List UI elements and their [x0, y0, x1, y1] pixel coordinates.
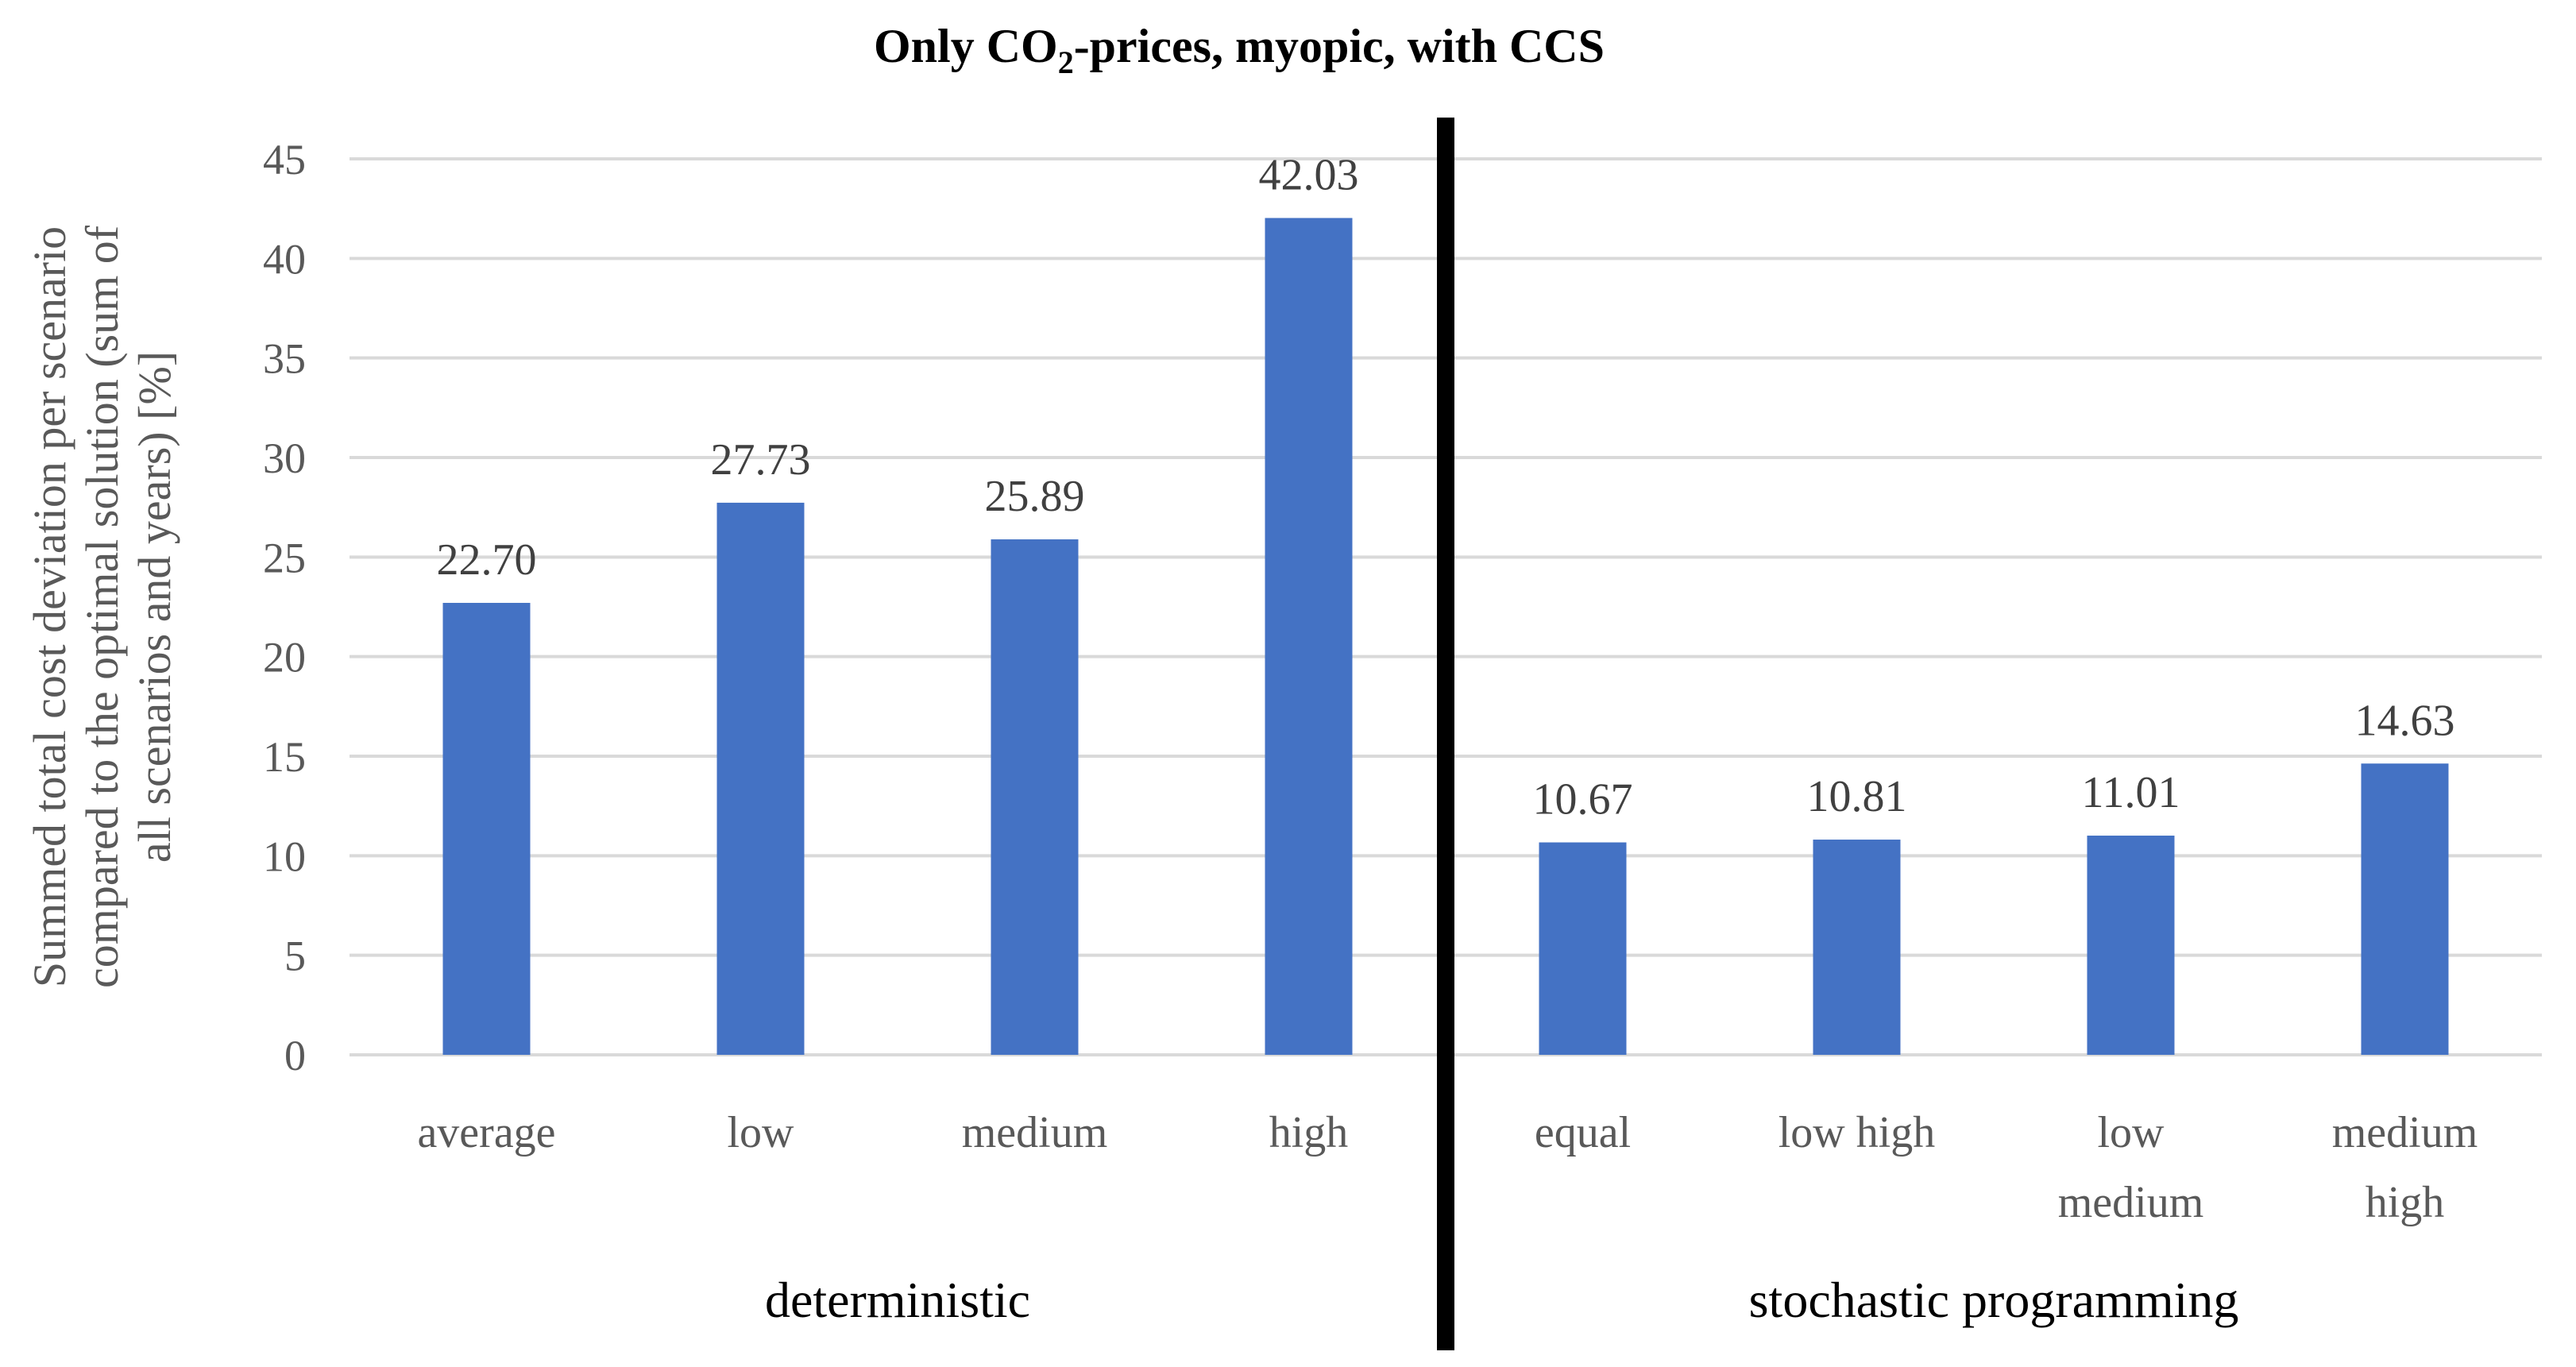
bar: [1265, 218, 1353, 1055]
data-label: 10.81: [1807, 772, 1907, 821]
category-label-line: high: [2366, 1178, 2445, 1227]
group-label: stochastic programming: [1749, 1272, 2239, 1328]
chart-title-subscript: 2: [1058, 44, 1074, 80]
bar: [2087, 836, 2175, 1055]
data-label: 27.73: [711, 435, 811, 485]
group-labels: deterministic stochastic programming: [765, 1272, 2238, 1328]
data-labels: 22.70 27.73 25.89 42.03 10.67 10.81 11.01 14.63: [437, 150, 2455, 824]
y-tick-label: 25: [263, 534, 306, 581]
data-label: 14.63: [2355, 696, 2455, 745]
category-label: high: [1269, 1108, 1349, 1157]
category-label: low high: [1778, 1108, 1936, 1157]
y-tick-label: 30: [263, 434, 306, 482]
bar: [1539, 842, 1627, 1055]
chart-title-part-2: -prices, myopic, with CCS: [1074, 20, 1605, 72]
y-tick-label: 10: [263, 832, 306, 880]
category-label-line: low high: [1778, 1108, 1936, 1157]
group-label: deterministic: [765, 1272, 1030, 1328]
y-tick-label: 40: [263, 235, 306, 283]
chart-title-part-1: Only CO: [874, 20, 1058, 72]
y-tick-label: 15: [263, 733, 306, 781]
data-label: 25.89: [985, 472, 1085, 521]
y-axis-title-line: compared to the optimal solution (sum of: [76, 225, 128, 988]
category-label-line: medium: [2058, 1178, 2204, 1227]
y-axis-label: Summed total cost deviation per scenario…: [24, 225, 180, 988]
bar: [442, 602, 531, 1055]
bar: [2361, 763, 2449, 1055]
y-tick-label: 35: [263, 335, 306, 383]
category-label-line: high: [1269, 1108, 1349, 1157]
bar: [716, 502, 805, 1055]
category-label-line: low: [2098, 1108, 2165, 1157]
bar: [991, 539, 1079, 1055]
category-label: equal: [1535, 1108, 1631, 1157]
bar: [1813, 840, 1901, 1055]
y-tick-label: 45: [263, 136, 306, 183]
y-axis-title: Summed total cost deviation per scenario…: [24, 225, 180, 988]
chart-title: Only CO2-prices, myopic, with CCS: [874, 20, 1605, 80]
category-label: medium high: [2332, 1108, 2478, 1227]
y-axis-title-line: all scenarios and years) [%]: [129, 351, 180, 863]
data-label: 22.70: [437, 535, 537, 585]
y-tick-label: 0: [284, 1032, 306, 1079]
category-label: medium: [962, 1108, 1108, 1157]
y-tick-label: 20: [263, 634, 306, 682]
category-label-line: medium: [962, 1108, 1108, 1157]
y-tick-label: 5: [284, 933, 306, 980]
data-label: 10.67: [1533, 775, 1633, 824]
category-label: average: [417, 1108, 555, 1157]
category-label-line: low: [728, 1108, 795, 1157]
y-axis-ticks: 0 5 10 15 20 25 30 35 40 45: [263, 136, 306, 1079]
category-label-line: medium: [2332, 1108, 2478, 1157]
category-label: low: [728, 1108, 795, 1157]
data-label: 42.03: [1259, 150, 1359, 199]
x-axis-categories: average low medium high equal low high low medi…: [417, 1108, 2478, 1227]
bars: [442, 218, 2449, 1055]
category-label-line: average: [417, 1108, 555, 1157]
category-label: low medium: [2058, 1108, 2204, 1227]
data-label: 11.01: [2082, 768, 2180, 817]
y-axis-title-line: Summed total cost deviation per scenario: [24, 226, 75, 987]
category-label-line: equal: [1535, 1108, 1631, 1157]
